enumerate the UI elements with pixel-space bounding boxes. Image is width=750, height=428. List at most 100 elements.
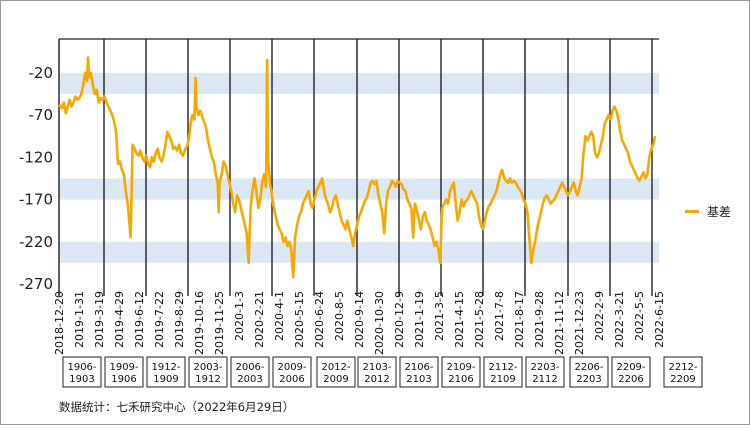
contract-box-label: 2103- (362, 362, 391, 373)
contract-box-label: 2003 (237, 374, 262, 385)
contract-box-label: 2003- (193, 362, 222, 373)
y-tick-label: -170 (19, 191, 53, 209)
contract-box: 2003-1912 (188, 356, 228, 388)
contract-box: 2106-2103 (399, 356, 439, 388)
contract-box-label: 1906- (67, 362, 96, 373)
contract-box-label: 1903 (69, 374, 94, 385)
contract-box-label: 2012- (321, 362, 350, 373)
x-tick-label: 2019-10-16 (193, 291, 206, 355)
contract-box-label: 2112- (488, 362, 517, 373)
x-tick-label: 2021-4-15 (453, 291, 466, 348)
contract-box-border (569, 356, 609, 388)
contract-box-label: 1906 (111, 374, 136, 385)
contract-box-label: 2206- (574, 362, 603, 373)
x-tick-label: 2019-6-12 (133, 291, 146, 348)
x-tick-label: 2020-4-1 (273, 291, 286, 341)
contract-box: 1906-1903 (62, 356, 102, 388)
contract-box-label: 2203 (576, 374, 601, 385)
x-tick-label: 2020-10-30 (373, 291, 386, 355)
contract-box-border (663, 356, 703, 388)
contract-box: 2209-2206 (611, 356, 651, 388)
contract-box-border (399, 356, 439, 388)
x-tick-label: 2021-11-12 (553, 291, 566, 355)
grid-band (59, 72, 659, 94)
contract-box-label: 2109- (446, 362, 475, 373)
x-tick-label: 2019-4-29 (113, 291, 126, 348)
legend-swatch (685, 210, 699, 213)
contract-box-border (525, 356, 565, 388)
x-tick-label: 2021-9-28 (533, 291, 546, 348)
legend-label: 基差 (707, 205, 732, 219)
x-axis-ticks: 2018-12-20 2019-1-31 2019-3-19 2019-4-29 201… (53, 291, 666, 355)
contract-box: 2012-2009 (316, 356, 356, 388)
contract-box-label: 2212- (668, 362, 697, 373)
contract-box: 1912-1909 (146, 356, 186, 388)
contract-box: 2109-2106 (441, 356, 481, 388)
x-tick-label: 2022-6-15 (653, 291, 666, 348)
contract-box-label: 1909 (153, 374, 178, 385)
contract-box-label: 2009- (277, 362, 306, 373)
contract-box-border (272, 356, 312, 388)
contract-box: 2203-2112 (525, 356, 565, 388)
contract-box-border (441, 356, 481, 388)
x-tick-label: 2020-8-5 (333, 291, 346, 341)
contract-box-border (611, 356, 651, 388)
contract-box-border (230, 356, 270, 388)
contract-box-label: 2203- (530, 362, 559, 373)
contract-box: 1909-1906 (104, 356, 144, 388)
legend: 基差 (685, 203, 731, 220)
x-tick-label: 2022-3-21 (613, 291, 626, 348)
grid-bands (59, 38, 659, 263)
x-tick-label: 2020-6-24 (313, 291, 326, 348)
grid-band (59, 178, 659, 200)
x-tick-label: 2019-1-31 (73, 291, 86, 348)
contract-box-label: 2209 (670, 374, 695, 385)
contract-box-label: 1912- (151, 362, 180, 373)
x-tick-label: 2022-2-9 (593, 291, 606, 341)
contract-box: 2006-2003 (230, 356, 270, 388)
y-tick-label: -270 (19, 275, 53, 293)
contract-box-label: 2106- (404, 362, 433, 373)
source-note: 数据统计：七禾研究中心（2022年6月29日） (59, 400, 295, 414)
x-tick-label: 2021-12-23 (573, 291, 586, 355)
series-line (58, 56, 657, 279)
contract-box-label: 2112 (532, 374, 557, 385)
contract-box-label: 2109 (490, 374, 515, 385)
x-tick-label: 2022-5-5 (633, 291, 646, 341)
x-tick-label: 2021-7-8 (493, 291, 506, 341)
y-tick-label: -20 (29, 64, 54, 82)
x-tick-label: 2019-3-19 (93, 291, 106, 348)
grid-band (59, 241, 659, 263)
x-tick-label: 2021-8-17 (513, 291, 526, 348)
contract-box-border (188, 356, 228, 388)
contract-box-label: 2209- (616, 362, 645, 373)
contract-box-border (62, 356, 102, 388)
contract-box-border (104, 356, 144, 388)
contract-dividers (58, 39, 653, 296)
x-tick-label: 2018-12-20 (53, 291, 66, 355)
contract-box-label: 1909- (109, 362, 138, 373)
y-tick-label: -120 (19, 148, 53, 166)
contract-box: 2206-2203 (569, 356, 609, 388)
contract-box: 2212-2209 (663, 356, 703, 388)
contract-box: 2009-2006 (272, 356, 312, 388)
contract-box-border (146, 356, 186, 388)
series-layer (58, 56, 657, 279)
contract-box-border (316, 356, 356, 388)
x-tick-label: 2020-9-14 (353, 291, 366, 348)
y-tick-label: -220 (19, 233, 53, 251)
x-tick-label: 2021-1-19 (413, 291, 426, 348)
x-tick-label: 2019-8-29 (173, 291, 186, 348)
x-tick-label: 2019-7-22 (153, 291, 166, 348)
contract-box: 2103-2012 (357, 356, 397, 388)
x-tick-label: 2020-5-15 (293, 291, 306, 348)
contract-box-label: 2106 (448, 374, 473, 385)
x-tick-label: 2020-2-21 (253, 291, 266, 348)
contract-box-label: 2103 (406, 374, 431, 385)
contract-box-label: 2012 (364, 374, 389, 385)
x-tick-label: 2021-5-28 (473, 291, 486, 348)
contract-box-label: 1912 (195, 374, 220, 385)
x-tick-label: 2020-12-9 (393, 291, 406, 348)
